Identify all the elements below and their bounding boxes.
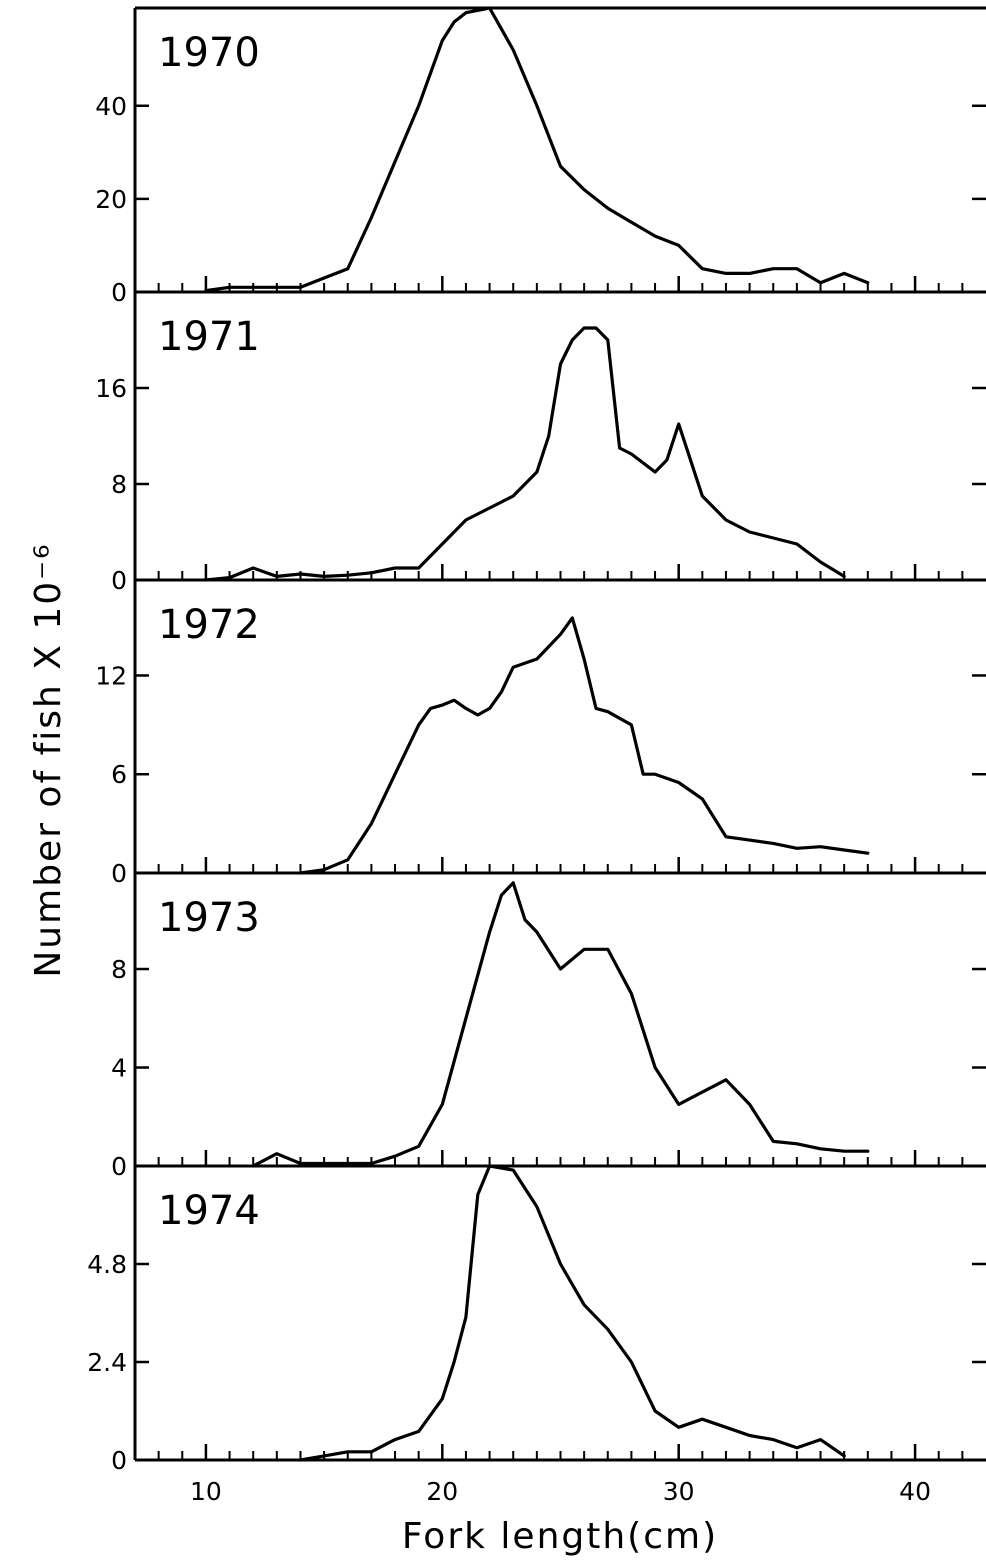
x-axis-title: Fork length(cm)	[402, 1516, 718, 1557]
series-line-1972	[298, 616, 870, 875]
y-tick-label: 40	[95, 92, 127, 121]
x-tick-label: 30	[663, 1477, 695, 1506]
panel-label: 1971	[158, 314, 260, 360]
panel-1971: 0 8 16 1971	[95, 292, 986, 595]
panel-1974: 0 2.4 4.8 1974	[87, 1164, 986, 1475]
panel-label: 1973	[158, 895, 260, 941]
series-line-1970	[204, 6, 870, 293]
series-line-1973	[251, 881, 870, 1168]
y-tick-label: 16	[95, 374, 127, 403]
series-line-1974	[298, 1164, 846, 1462]
x-tick-label: 10	[190, 1477, 222, 1506]
panel-label: 1974	[158, 1188, 260, 1234]
y-tick-label: 20	[95, 185, 127, 214]
y-tick-label: 0	[111, 859, 127, 888]
y-tick-label: 4.8	[87, 1250, 127, 1279]
panel-1972: 0 6 12 1972	[95, 580, 986, 888]
y-tick-label: 0	[111, 1446, 127, 1475]
chart-panels: 0 20 40 1970 0 8 16 1971 0 6 12 1972 0 4 8 1973 0 2.4 4.8 1…	[87, 6, 986, 1475]
panel-1970: 0 20 40 1970	[95, 6, 986, 307]
y-tick-label: 12	[95, 661, 127, 690]
x-axis: 10 20 30 40	[190, 1477, 931, 1506]
panel-1973: 0 4 8 1973	[111, 873, 986, 1181]
y-tick-label: 8	[111, 470, 127, 499]
panel-label: 1972	[158, 602, 260, 648]
panel-label: 1970	[158, 30, 260, 76]
y-tick-label: 0	[111, 566, 127, 595]
x-tick-label: 40	[899, 1477, 931, 1506]
y-axis-title: Number of fish X 10⁻⁶	[28, 542, 69, 977]
series-line-1971	[204, 326, 846, 582]
y-tick-label: 6	[111, 760, 127, 789]
x-tick-label: 20	[426, 1477, 458, 1506]
y-tick-label: 8	[111, 955, 127, 984]
y-tick-label: 2.4	[87, 1348, 127, 1377]
y-tick-label: 0	[111, 1152, 127, 1181]
y-tick-label: 4	[111, 1054, 127, 1083]
y-tick-label: 0	[111, 278, 127, 307]
